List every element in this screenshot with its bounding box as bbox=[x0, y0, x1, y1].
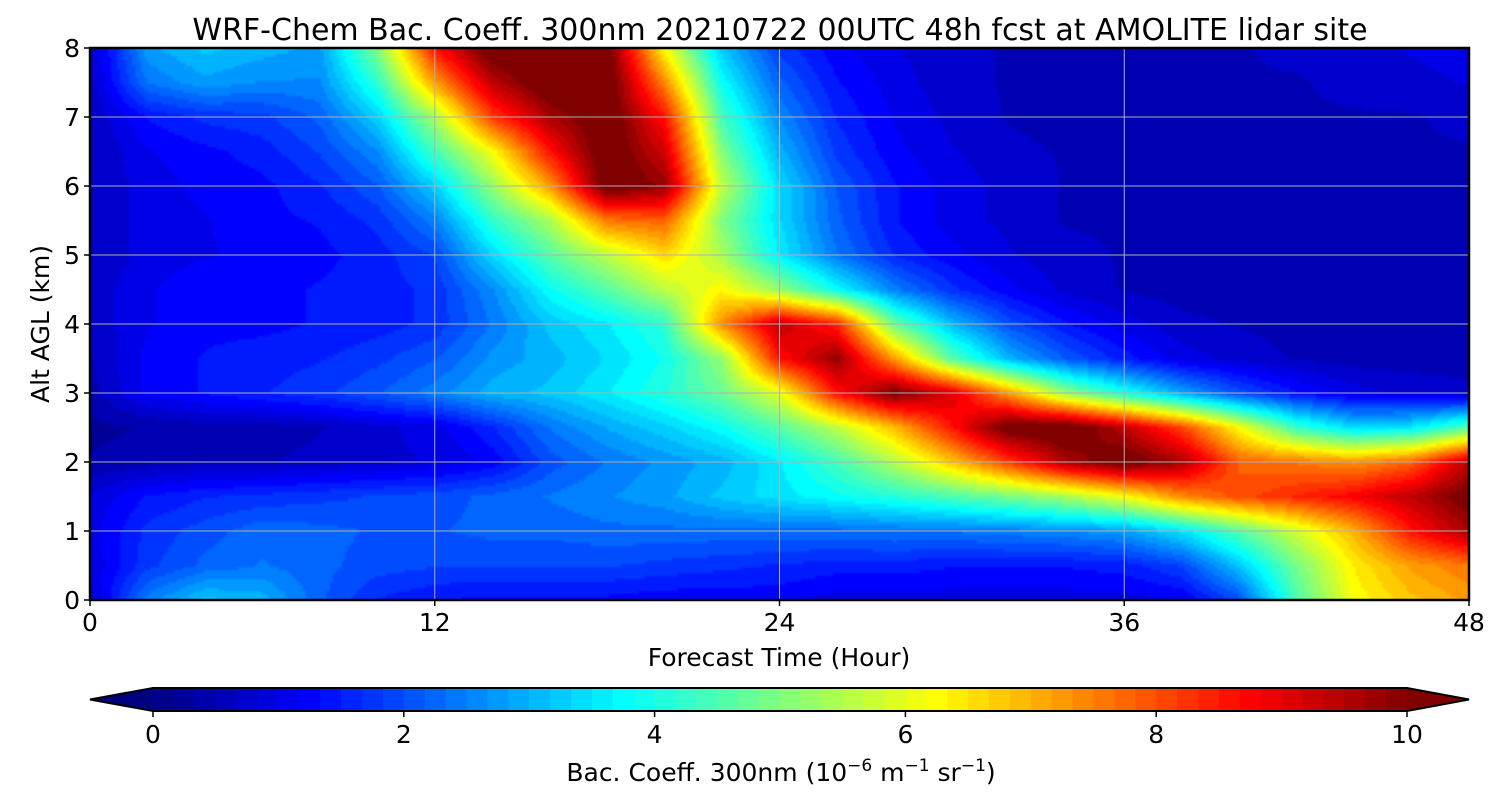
colorbar-label-unit-sr: sr bbox=[930, 758, 962, 787]
y-tick-label: 6 bbox=[64, 172, 80, 201]
colorbar-segment bbox=[968, 688, 990, 711]
y-tick-label: 1 bbox=[64, 517, 80, 546]
colorbar-segment bbox=[320, 688, 342, 711]
colorbar-segment bbox=[236, 688, 259, 711]
colorbar-label-main: Bac. Coeff. 300nm (10 bbox=[566, 758, 847, 787]
y-tick-label: 0 bbox=[64, 586, 80, 615]
colorbar-label-end: ) bbox=[986, 758, 996, 787]
colorbar-segment bbox=[299, 688, 321, 711]
colorbar-extend-min bbox=[90, 688, 153, 711]
colorbar-segment bbox=[1239, 688, 1262, 711]
colorbar-segment bbox=[989, 688, 1011, 711]
y-tick-label: 4 bbox=[64, 310, 80, 339]
colorbar-segment bbox=[529, 688, 551, 711]
colorbar-segment bbox=[1198, 688, 1220, 711]
colorbar-segment bbox=[1156, 688, 1178, 711]
colorbar-label-unit-m: m bbox=[872, 758, 904, 787]
y-tick-label: 5 bbox=[64, 241, 80, 270]
colorbar-segment bbox=[341, 688, 363, 711]
colorbar-tick-label: 6 bbox=[897, 720, 913, 749]
colorbar-segment bbox=[1218, 688, 1241, 711]
colorbar-tick-label: 4 bbox=[647, 720, 663, 749]
colorbar-segment bbox=[738, 688, 760, 711]
colorbar-segment bbox=[508, 688, 530, 711]
colorbar-segment bbox=[445, 688, 468, 711]
colorbar-segment bbox=[1344, 688, 1366, 711]
y-tick-label: 7 bbox=[64, 103, 80, 132]
x-axis-label: Forecast Time (Hour) bbox=[648, 643, 911, 672]
colorbar-segment bbox=[591, 688, 614, 711]
x-tick-label: 24 bbox=[764, 608, 796, 637]
colorbar: 0 2 4 6 8 10 bbox=[89, 687, 1470, 749]
colorbar-segment bbox=[1365, 688, 1387, 711]
colorbar-extend-max bbox=[1407, 688, 1469, 711]
colorbar-segment bbox=[1030, 688, 1053, 711]
colorbar-segment bbox=[863, 688, 886, 711]
colorbar-segment bbox=[382, 688, 405, 711]
y-tick-label: 8 bbox=[64, 34, 80, 63]
colorbar-segment bbox=[550, 688, 572, 711]
y-axis-label: Alt AGL (km) bbox=[26, 245, 55, 403]
colorbar-segment bbox=[487, 688, 509, 711]
colorbar-tick-label: 0 bbox=[145, 720, 161, 749]
colorbar-segment bbox=[1177, 688, 1199, 711]
colorbar-segment bbox=[1302, 688, 1324, 711]
y-tick-label: 2 bbox=[64, 448, 80, 477]
colorbar-segment bbox=[1281, 688, 1304, 711]
colorbar-segment bbox=[947, 688, 969, 711]
colorbar-segment bbox=[215, 688, 238, 711]
x-tick-label: 12 bbox=[419, 608, 451, 637]
colorbar-segment bbox=[1051, 688, 1074, 711]
colorbar-segment bbox=[612, 688, 635, 711]
colorbar-tick-label: 2 bbox=[396, 720, 412, 749]
x-tick-label: 0 bbox=[82, 608, 98, 637]
chart-title: WRF-Chem Bac. Coeff. 300nm 20210722 00UT… bbox=[192, 13, 1367, 48]
colorbar-segment bbox=[278, 688, 300, 711]
colorbar-segment bbox=[654, 688, 677, 711]
colorbar-tick-label: 10 bbox=[1391, 720, 1423, 749]
colorbar-segment bbox=[842, 688, 865, 711]
colorbar-segment bbox=[1114, 688, 1136, 711]
colorbar-label-exp-3: −1 bbox=[961, 756, 986, 776]
colorbar-segment bbox=[1323, 688, 1345, 711]
colorbar-segment bbox=[362, 688, 384, 711]
colorbar-segment bbox=[780, 688, 802, 711]
x-axis: 0 12 24 36 48 bbox=[82, 600, 1485, 637]
colorbar-segment bbox=[1093, 688, 1115, 711]
colorbar-segment bbox=[905, 688, 927, 711]
colorbar-segment bbox=[717, 688, 739, 711]
colorbar-segment bbox=[800, 688, 823, 711]
y-tick-label: 3 bbox=[64, 379, 80, 408]
colorbar-segment bbox=[571, 688, 593, 711]
colorbar-label: Bac. Coeff. 300nm (10−6 m−1 sr−1) bbox=[566, 756, 995, 787]
grid-lines bbox=[90, 48, 1469, 600]
colorbar-tick-label: 8 bbox=[1148, 720, 1164, 749]
colorbar-segment bbox=[884, 688, 906, 711]
colorbar-segment bbox=[1260, 688, 1283, 711]
colorbar-segment bbox=[696, 688, 718, 711]
x-tick-label: 48 bbox=[1453, 608, 1485, 637]
colorbar-segment bbox=[403, 688, 426, 711]
colorbar-segment bbox=[1072, 688, 1095, 711]
colorbar-segment bbox=[821, 688, 844, 711]
x-tick-label: 36 bbox=[1108, 608, 1140, 637]
colorbar-segment bbox=[194, 688, 217, 711]
colorbar-segment bbox=[466, 688, 488, 711]
colorbar-segment bbox=[1386, 688, 1408, 711]
colorbar-segment bbox=[633, 688, 656, 711]
colorbar-label-exp-2: −1 bbox=[905, 756, 930, 776]
colorbar-label-exp-1: −6 bbox=[847, 756, 872, 776]
colorbar-segment bbox=[1009, 688, 1032, 711]
colorbar-segment bbox=[424, 688, 447, 711]
colorbar-segment bbox=[257, 688, 279, 711]
colorbar-segment bbox=[759, 688, 781, 711]
colorbar-segment bbox=[1135, 688, 1157, 711]
colorbar-segment bbox=[173, 688, 196, 711]
y-axis: 0 1 2 3 4 5 6 7 8 bbox=[64, 34, 90, 615]
colorbar-segment bbox=[153, 688, 175, 711]
colorbar-segment bbox=[926, 688, 948, 711]
colorbar-segment bbox=[675, 688, 697, 711]
